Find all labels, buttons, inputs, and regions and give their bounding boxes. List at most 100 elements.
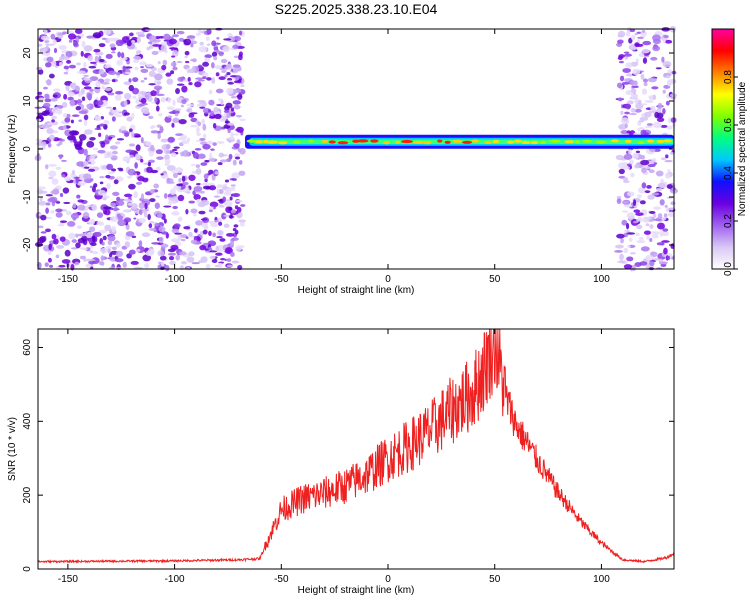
- noise-blob: [224, 258, 228, 261]
- noise-blob: [153, 183, 160, 189]
- signal-peak: [337, 141, 349, 145]
- signal-peak: [293, 140, 301, 144]
- noise-blob: [164, 154, 170, 161]
- noise-blob: [206, 28, 212, 35]
- noise-blob: [632, 80, 638, 86]
- noise-blob: [111, 168, 117, 172]
- noise-blob: [166, 78, 174, 85]
- noise-blob: [151, 125, 156, 129]
- noise-blob: [660, 124, 668, 128]
- noise-blob: [68, 64, 76, 69]
- noise-blob: [644, 99, 654, 103]
- noise-blob: [63, 93, 68, 100]
- noise-blob: [86, 104, 91, 109]
- noise-blob: [46, 122, 55, 125]
- noise-blob: [215, 72, 220, 77]
- noise-blob: [634, 108, 642, 113]
- noise-blob: [656, 117, 665, 123]
- noise-blob: [226, 264, 234, 268]
- noise-blob: [650, 231, 657, 234]
- noise-blob: [202, 61, 210, 67]
- signal-peak: [254, 140, 264, 144]
- noise-blob: [619, 75, 625, 82]
- noise-blob: [211, 77, 216, 84]
- noise-blob: [625, 62, 633, 68]
- noise-blob: [94, 51, 104, 56]
- noise-blob: [621, 166, 631, 170]
- noise-blob: [121, 36, 130, 43]
- noise-blob: [126, 175, 133, 179]
- noise-blob: [622, 177, 629, 182]
- noise-blob: [95, 100, 104, 106]
- noise-blob: [640, 159, 650, 166]
- noise-blob: [188, 81, 193, 86]
- noise-blob: [102, 197, 107, 201]
- noise-blob: [116, 213, 121, 218]
- noise-blob: [664, 160, 673, 163]
- noise-blob: [168, 38, 177, 45]
- noise-blob: [625, 73, 634, 77]
- noise-blob: [650, 56, 658, 61]
- noise-blob: [620, 117, 630, 125]
- noise-blob: [201, 72, 209, 78]
- noise-blob: [231, 172, 240, 179]
- noise-blob: [51, 178, 59, 185]
- noise-blob: [70, 263, 75, 271]
- noise-blob: [626, 212, 635, 220]
- noise-blob: [217, 262, 223, 268]
- colorbar-gradient: [711, 28, 735, 270]
- noise-blob: [171, 200, 177, 204]
- noise-blob: [150, 169, 158, 174]
- noise-blob: [230, 107, 235, 112]
- noise-blob: [208, 230, 212, 237]
- noise-blob: [208, 157, 216, 162]
- noise-blob: [100, 115, 105, 120]
- noise-blob: [146, 63, 154, 68]
- noise-blob: [98, 229, 108, 234]
- noise-blob: [73, 138, 77, 144]
- noise-blob: [184, 55, 188, 59]
- noise-blob: [637, 120, 644, 123]
- noise-blob: [94, 55, 99, 63]
- noise-blob: [194, 148, 202, 151]
- noise-blob: [637, 36, 644, 39]
- noise-blob: [66, 59, 72, 64]
- noise-blob: [220, 257, 226, 261]
- noise-blob: [628, 112, 638, 116]
- noise-blob: [644, 125, 654, 128]
- noise-blob: [172, 66, 178, 71]
- noise-blob: [150, 130, 159, 134]
- noise-blob: [83, 148, 88, 156]
- noise-blob: [240, 84, 245, 88]
- noise-blob: [68, 232, 76, 240]
- noise-blob: [39, 47, 48, 53]
- noise-blob: [178, 178, 182, 183]
- noise-blob: [154, 222, 160, 227]
- noise-blob: [142, 208, 147, 214]
- noise-blob: [206, 43, 211, 46]
- noise-blob: [172, 172, 179, 178]
- noise-blob: [41, 124, 51, 129]
- noise-blob: [625, 103, 631, 110]
- noise-blob: [190, 208, 198, 214]
- noise-blob: [220, 58, 228, 64]
- noise-blob: [81, 96, 86, 102]
- noise-blob: [140, 136, 144, 144]
- noise-blob: [168, 256, 175, 261]
- noise-blob: [204, 178, 208, 183]
- noise-blob: [65, 85, 70, 91]
- noise-blob: [155, 149, 163, 155]
- noise-blob: [63, 124, 67, 131]
- noise-blob: [45, 216, 53, 220]
- noise-blob: [204, 159, 210, 163]
- noise-blob: [633, 209, 641, 213]
- noise-blob: [78, 134, 87, 141]
- noise-blob: [188, 200, 196, 204]
- noise-blob: [214, 171, 219, 175]
- noise-blob: [168, 199, 173, 207]
- noise-blob: [163, 218, 167, 224]
- noise-blob: [232, 228, 237, 232]
- noise-blob: [174, 232, 183, 235]
- noise-blob: [62, 187, 70, 194]
- noise-blob: [145, 141, 152, 146]
